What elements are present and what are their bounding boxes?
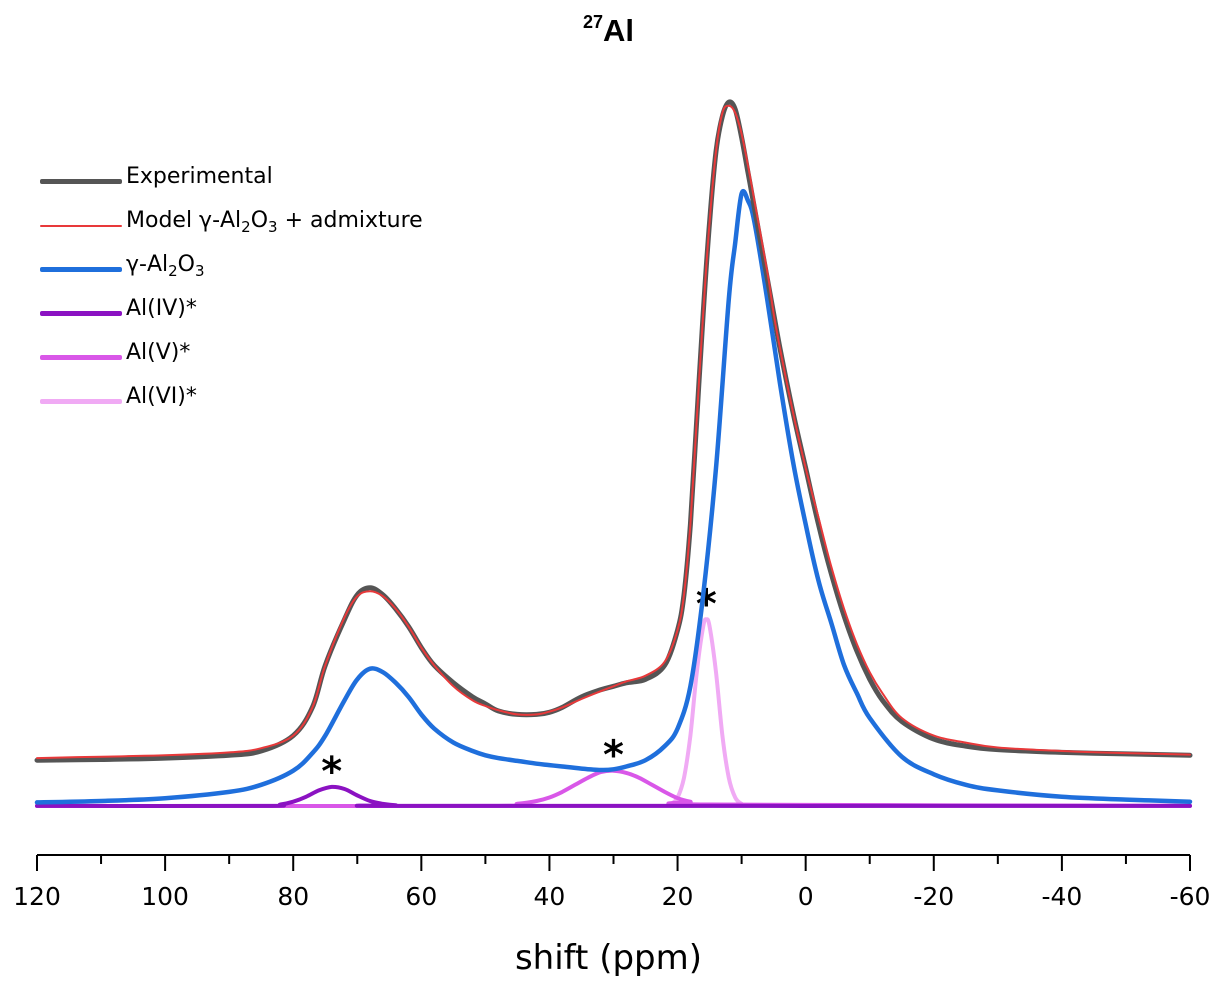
- legend-label-al5: Al(V)*: [126, 340, 191, 365]
- x-tick-label: 0: [798, 882, 814, 911]
- x-tick-label: 120: [13, 882, 61, 911]
- x-tick-label: -40: [1041, 882, 1082, 911]
- legend-swatch-al6: [40, 399, 122, 404]
- legend-swatch-experimental: [40, 179, 122, 184]
- series-line-model: [36, 104, 1191, 760]
- legend-swatch-al4: [40, 311, 122, 316]
- legend-label-al4: Al(IV)*: [126, 296, 197, 321]
- series-line-al4: [35, 784, 1192, 809]
- x-tick-label: 20: [662, 882, 694, 911]
- legend-label-experimental: Experimental: [126, 164, 273, 189]
- x-tick-label: 60: [405, 882, 437, 911]
- x-tick-label: 100: [141, 882, 189, 911]
- legend-swatch-model: [40, 225, 122, 227]
- x-tick-label: -20: [913, 882, 954, 911]
- x-axis-label: shift (ppm): [514, 938, 703, 978]
- title-superscript: 27: [582, 12, 604, 32]
- peak-star-al4: *: [321, 749, 342, 795]
- legend-label-al6: Al(VI)*: [126, 384, 197, 409]
- legend-swatch-al5: [40, 355, 122, 360]
- series-line-gamma: [34, 188, 1193, 805]
- title-main: Al: [603, 13, 635, 48]
- legend-swatch-gamma: [40, 267, 122, 272]
- legend-label-gamma: γ-Al2O3: [126, 252, 205, 280]
- x-tick-label: 80: [277, 882, 309, 911]
- legend-label-model: Model γ-Al2O3 + admixture: [126, 208, 423, 236]
- x-tick-label: -60: [1170, 882, 1211, 911]
- chart-title: 27Al: [0, 12, 1217, 49]
- x-tick-label: 40: [534, 882, 566, 911]
- series-line-experimental: [34, 99, 1193, 763]
